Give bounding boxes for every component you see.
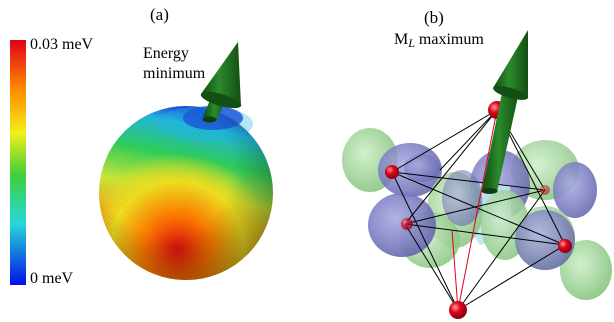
atom-bottom — [449, 301, 467, 319]
ml-maximum-annotation: ML maximum — [394, 31, 484, 50]
colorbar-max-label: 0.03 meV — [30, 36, 94, 53]
atom-front-left — [401, 218, 413, 230]
lobe-purple — [404, 154, 440, 182]
lobe-purple — [515, 210, 575, 270]
energy-minimum-arrow-icon — [200, 42, 242, 123]
colorbar-min-label: 0 meV — [30, 270, 74, 287]
colorbar-gradient — [10, 40, 26, 285]
atom-left — [385, 165, 399, 179]
panel-a-label: (a) — [150, 5, 169, 24]
lobe-purple — [442, 170, 482, 226]
panel-b-label: (b) — [424, 8, 444, 27]
energy-minimum-annotation: Energy minimum — [143, 44, 205, 84]
ml-annotation-suffix: maximum — [414, 31, 484, 48]
ml-annotation-main: M — [394, 31, 409, 48]
atom-back-right — [540, 185, 550, 195]
lobe-purple — [553, 162, 597, 218]
energy-sphere — [99, 106, 273, 280]
energy-annotation-line1: Energy — [143, 45, 189, 62]
energy-annotation-line2: minimum — [143, 65, 206, 82]
lobe-green — [560, 240, 612, 300]
ml-annotation-subscript: L — [408, 36, 415, 50]
atom-right — [558, 239, 572, 253]
ml-maximum-arrow-icon — [481, 30, 528, 194]
orbital-structure — [342, 101, 612, 319]
